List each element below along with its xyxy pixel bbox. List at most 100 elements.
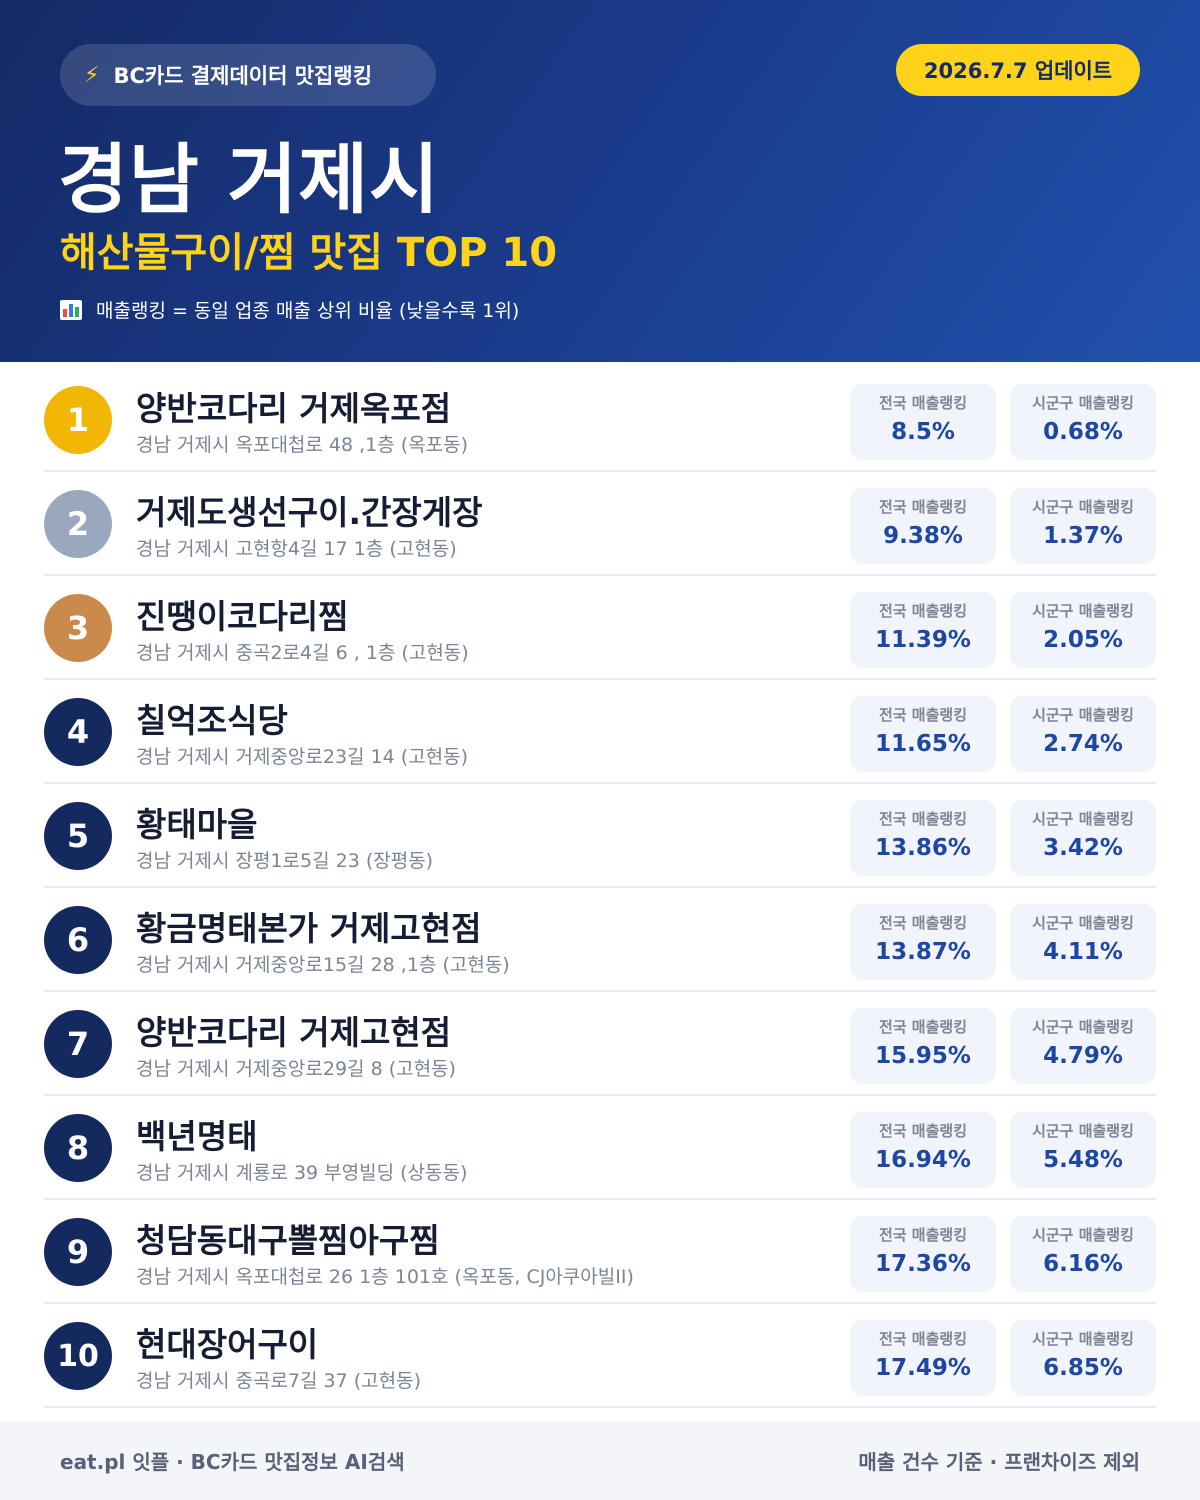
category-subtitle: 해산물구이/찜 맛집 TOP 10: [60, 230, 558, 276]
update-date-badge: 2026.7.7 업데이트: [896, 44, 1140, 96]
district-ranking-box: 시군구 매출랭킹 0.68%: [1010, 384, 1156, 460]
national-ranking-value: 8.5%: [891, 419, 955, 445]
rank-badge: 5: [44, 802, 112, 870]
district-ranking-value: 4.79%: [1043, 1043, 1123, 1069]
national-ranking-value: 13.87%: [875, 939, 971, 965]
restaurant-address: 경남 거제시 거제중앙로15길 28 ,1층 (고현동): [136, 954, 510, 976]
district-ranking-value: 3.42%: [1043, 835, 1123, 861]
restaurant-address: 경남 거제시 중곡로7길 37 (고현동): [136, 1370, 422, 1392]
district-ranking-value: 6.85%: [1043, 1355, 1123, 1381]
restaurant-name: 거제도생선구이.간장게장: [136, 493, 483, 532]
page-title: 경남 거제시: [58, 135, 441, 224]
ranking-note-text: 매출랭킹 = 동일 업종 매출 상위 비율 (낮을수록 1위): [96, 300, 520, 322]
district-ranking-value: 1.37%: [1043, 523, 1123, 549]
header-banner: ⚡ BC카드 결제데이터 맛집랭킹 2026.7.7 업데이트 경남 거제시 해…: [0, 0, 1200, 362]
district-ranking-label: 시군구 매출랭킹: [1032, 394, 1134, 412]
restaurant-name: 황금명태본가 거제고현점: [136, 909, 482, 948]
district-ranking-value: 2.74%: [1043, 731, 1123, 757]
national-ranking-value: 11.39%: [875, 627, 971, 653]
restaurant-name: 진땡이코다리찜: [136, 597, 349, 636]
rank-badge: 3: [44, 594, 112, 662]
restaurant-address: 경남 거제시 고현항4길 17 1층 (고현동): [136, 538, 457, 560]
restaurant-address: 경남 거제시 거제중앙로23길 14 (고현동): [136, 746, 469, 768]
restaurant-name: 양반코다리 거제고현점: [136, 1013, 452, 1052]
restaurant-address: 경남 거제시 중곡2로4길 6 , 1층 (고현동): [136, 642, 469, 664]
list-item[interactable]: 1 양반코다리 거제옥포점 경남 거제시 옥포대첩로 48 ,1층 (옥포동) …: [44, 368, 1156, 472]
restaurant-name: 현대장어구이: [136, 1325, 319, 1364]
district-ranking-box: 시군구 매출랭킹 6.85%: [1010, 1320, 1156, 1396]
national-ranking-value: 15.95%: [875, 1043, 971, 1069]
rank-badge: 7: [44, 1010, 112, 1078]
national-ranking-label: 전국 매출랭킹: [878, 914, 968, 932]
district-ranking-value: 4.11%: [1043, 939, 1123, 965]
national-ranking-label: 전국 매출랭킹: [878, 1018, 968, 1036]
restaurant-name: 칠억조식당: [136, 701, 288, 740]
rank-badge: 10: [44, 1322, 112, 1390]
list-item[interactable]: 9 청담동대구뽈찜아구찜 경남 거제시 옥포대첩로 26 1층 101호 (옥포…: [44, 1200, 1156, 1304]
national-ranking-box: 전국 매출랭킹 9.38%: [850, 488, 996, 564]
footer-note: 매출 건수 기준 · 프랜차이즈 제외: [858, 1450, 1140, 1474]
national-ranking-label: 전국 매출랭킹: [878, 1226, 968, 1244]
national-ranking-label: 전국 매출랭킹: [878, 706, 968, 724]
district-ranking-value: 0.68%: [1043, 419, 1123, 445]
national-ranking-box: 전국 매출랭킹 17.36%: [850, 1216, 996, 1292]
national-ranking-label: 전국 매출랭킹: [878, 1122, 968, 1140]
district-ranking-box: 시군구 매출랭킹 2.05%: [1010, 592, 1156, 668]
national-ranking-label: 전국 매출랭킹: [878, 394, 968, 412]
lightning-bolt-icon: ⚡: [84, 62, 100, 88]
national-ranking-label: 전국 매출랭킹: [878, 602, 968, 620]
district-ranking-label: 시군구 매출랭킹: [1032, 1122, 1134, 1140]
district-ranking-label: 시군구 매출랭킹: [1032, 498, 1134, 516]
national-ranking-label: 전국 매출랭킹: [878, 810, 968, 828]
restaurant-name: 청담동대구뽈찜아구찜: [136, 1221, 440, 1260]
restaurant-address: 경남 거제시 장평1로5길 23 (장평동): [136, 850, 434, 872]
list-item[interactable]: 3 진땡이코다리찜 경남 거제시 중곡2로4길 6 , 1층 (고현동) 전국 …: [44, 576, 1156, 680]
national-ranking-box: 전국 매출랭킹 17.49%: [850, 1320, 996, 1396]
list-item[interactable]: 6 황금명태본가 거제고현점 경남 거제시 거제중앙로15길 28 ,1층 (고…: [44, 888, 1156, 992]
district-ranking-box: 시군구 매출랭킹 3.42%: [1010, 800, 1156, 876]
footer: eat.pl 잇플 · BC카드 맛집정보 AI검색 매출 건수 기준 · 프랜…: [0, 1422, 1200, 1500]
list-item[interactable]: 7 양반코다리 거제고현점 경남 거제시 거제중앙로29길 8 (고현동) 전국…: [44, 992, 1156, 1096]
district-ranking-label: 시군구 매출랭킹: [1032, 1018, 1134, 1036]
source-label: BC카드 결제데이터 맛집랭킹: [113, 64, 373, 88]
restaurant-name: 백년명태: [136, 1117, 258, 1156]
district-ranking-value: 6.16%: [1043, 1251, 1123, 1277]
national-ranking-value: 16.94%: [875, 1147, 971, 1173]
rank-badge: 4: [44, 698, 112, 766]
district-ranking-box: 시군구 매출랭킹 4.11%: [1010, 904, 1156, 980]
rank-badge: 8: [44, 1114, 112, 1182]
list-item[interactable]: 2 거제도생선구이.간장게장 경남 거제시 고현항4길 17 1층 (고현동) …: [44, 472, 1156, 576]
national-ranking-label: 전국 매출랭킹: [878, 1330, 968, 1348]
list-item[interactable]: 4 칠억조식당 경남 거제시 거제중앙로23길 14 (고현동) 전국 매출랭킹…: [44, 680, 1156, 784]
district-ranking-label: 시군구 매출랭킹: [1032, 914, 1134, 932]
ranking-note: 매출랭킹 = 동일 업종 매출 상위 비율 (낮을수록 1위): [60, 296, 519, 323]
district-ranking-label: 시군구 매출랭킹: [1032, 810, 1134, 828]
rank-badge: 2: [44, 490, 112, 558]
bar-chart-icon: [60, 299, 82, 320]
footer-brand: eat.pl 잇플 · BC카드 맛집정보 AI검색: [60, 1450, 405, 1474]
national-ranking-box: 전국 매출랭킹 11.65%: [850, 696, 996, 772]
national-ranking-box: 전국 매출랭킹 8.5%: [850, 384, 996, 460]
national-ranking-value: 11.65%: [875, 731, 971, 757]
restaurant-name: 황태마을: [136, 805, 258, 844]
district-ranking-box: 시군구 매출랭킹 6.16%: [1010, 1216, 1156, 1292]
list-item[interactable]: 8 백년명태 경남 거제시 계룡로 39 부영빌딩 (상동동) 전국 매출랭킹 …: [44, 1096, 1156, 1200]
restaurant-address: 경남 거제시 옥포대첩로 26 1층 101호 (옥포동, CJ아쿠아빌II): [136, 1266, 634, 1288]
district-ranking-value: 5.48%: [1043, 1147, 1123, 1173]
national-ranking-box: 전국 매출랭킹 13.86%: [850, 800, 996, 876]
rank-badge: 9: [44, 1218, 112, 1286]
district-ranking-box: 시군구 매출랭킹 2.74%: [1010, 696, 1156, 772]
district-ranking-box: 시군구 매출랭킹 4.79%: [1010, 1008, 1156, 1084]
national-ranking-value: 17.36%: [875, 1251, 971, 1277]
source-badge: ⚡ BC카드 결제데이터 맛집랭킹: [60, 44, 436, 106]
national-ranking-box: 전국 매출랭킹 13.87%: [850, 904, 996, 980]
national-ranking-label: 전국 매출랭킹: [878, 498, 968, 516]
district-ranking-value: 2.05%: [1043, 627, 1123, 653]
rank-badge: 6: [44, 906, 112, 974]
list-item[interactable]: 10 현대장어구이 경남 거제시 중곡로7길 37 (고현동) 전국 매출랭킹 …: [44, 1304, 1156, 1408]
list-item[interactable]: 5 황태마을 경남 거제시 장평1로5길 23 (장평동) 전국 매출랭킹 13…: [44, 784, 1156, 888]
national-ranking-value: 13.86%: [875, 835, 971, 861]
district-ranking-box: 시군구 매출랭킹 5.48%: [1010, 1112, 1156, 1188]
rank-badge: 1: [44, 386, 112, 454]
district-ranking-label: 시군구 매출랭킹: [1032, 602, 1134, 620]
